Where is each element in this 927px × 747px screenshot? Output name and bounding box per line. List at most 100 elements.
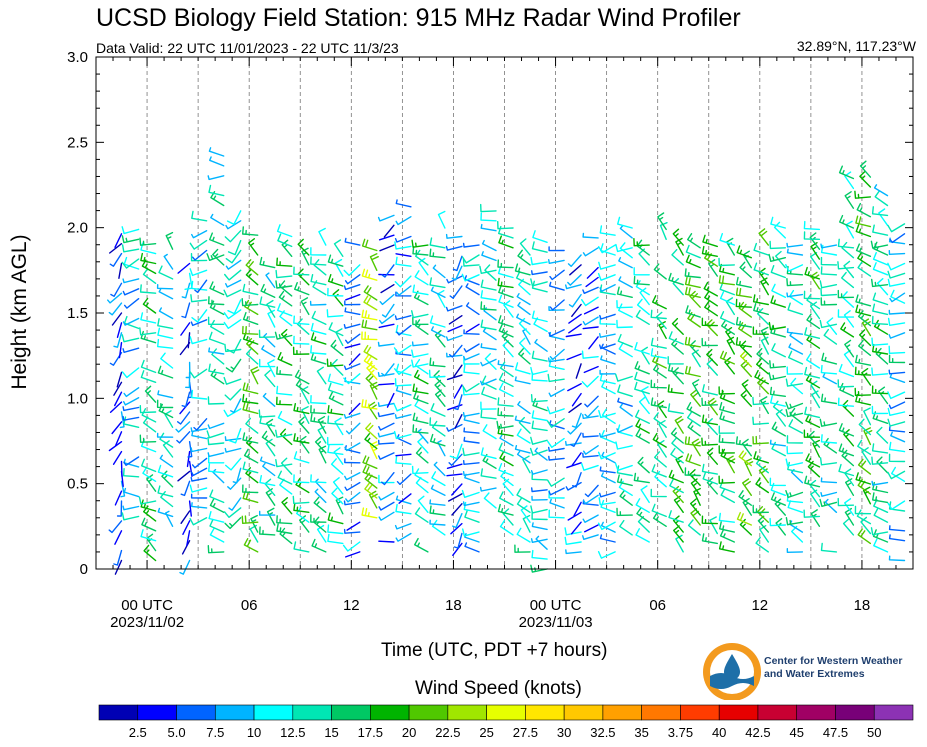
x-tick-date-label: 2023/11/02 <box>110 614 184 631</box>
wind-barb <box>856 509 872 525</box>
wind-barb <box>242 283 259 296</box>
wind-barb <box>653 263 667 280</box>
wind-barb <box>157 318 174 330</box>
wind-barb <box>770 492 786 506</box>
wind-barb <box>122 288 140 296</box>
wind-barb <box>598 410 616 419</box>
wind-barb <box>381 363 395 377</box>
wind-barb <box>810 301 821 320</box>
wind-barb <box>823 437 838 454</box>
wind-barb <box>518 317 531 335</box>
wind-barb <box>706 477 718 495</box>
wind-barb <box>191 389 208 400</box>
wind-barb <box>618 276 633 289</box>
wind-barb <box>208 511 225 523</box>
wind-barb <box>157 464 174 478</box>
wind-barb <box>826 317 838 335</box>
wind-barb <box>547 477 565 487</box>
wind-barb <box>242 461 259 474</box>
wind-barb <box>142 297 157 314</box>
wind-barb <box>379 244 395 252</box>
wind-barb <box>804 266 821 280</box>
wind-barb <box>298 416 310 434</box>
wind-barb <box>582 316 599 326</box>
wind-barb <box>312 280 327 296</box>
colorbar-swatch <box>563 704 604 721</box>
wind-barb <box>888 309 906 315</box>
wind-barb <box>345 422 361 435</box>
wind-barb <box>344 307 361 316</box>
wind-barb <box>687 411 701 427</box>
wind-barb <box>597 451 616 460</box>
wind-barb <box>770 482 786 496</box>
wind-barb <box>181 282 191 299</box>
wind-barb <box>260 283 276 298</box>
wind-barb <box>871 367 889 376</box>
colorbar-swatch <box>641 704 681 721</box>
wind-barb <box>109 243 123 254</box>
wind-barb <box>378 511 395 521</box>
wind-barb <box>378 234 395 241</box>
colorbar-swatch <box>525 704 565 721</box>
wind-barb <box>583 445 599 455</box>
wind-barb <box>429 237 446 249</box>
wind-barb <box>583 306 599 315</box>
wind-barb <box>480 409 497 420</box>
wind-barb <box>600 343 616 355</box>
y-axis-ticks: 0 0.5 1.0 1.5 2.0 2.5 3.0 <box>67 49 913 578</box>
wind-barb <box>617 397 633 407</box>
wind-barb <box>276 515 293 525</box>
wind-barb <box>437 440 446 457</box>
wind-barb <box>294 282 310 296</box>
wind-barb <box>738 301 752 318</box>
wind-barb <box>786 435 804 444</box>
wind-barb <box>871 337 889 346</box>
wind-barb <box>581 350 599 359</box>
wind-barb <box>752 294 769 306</box>
wind-barb <box>480 401 497 410</box>
wind-barb <box>870 240 889 249</box>
wind-barb <box>114 391 123 407</box>
wind-barb <box>855 215 872 228</box>
wind-barb <box>208 147 225 157</box>
wind-barb <box>790 377 804 395</box>
wind-barb <box>451 503 463 516</box>
wind-barb <box>633 238 650 247</box>
wind-barb <box>726 455 736 474</box>
colorbar-swatch <box>680 704 720 721</box>
wind-barb <box>160 352 174 369</box>
wind-barb <box>379 313 395 325</box>
wind-barb <box>597 272 616 281</box>
x-tick-label: 06 <box>649 597 666 614</box>
wind-barb <box>785 409 804 418</box>
wind-barb <box>565 549 582 555</box>
wind-barb <box>259 456 276 467</box>
wind-barb <box>785 458 804 467</box>
wind-barb <box>181 540 191 555</box>
wind-barb <box>635 309 650 325</box>
wind-barb <box>887 262 906 271</box>
wind-barb <box>395 363 412 376</box>
wind-barb <box>362 455 378 469</box>
wind-barb <box>333 447 344 465</box>
wind-barb <box>887 278 906 287</box>
wind-barb <box>571 392 582 407</box>
wind-barb <box>165 510 174 527</box>
x-tick-label: 00 UTC <box>121 597 173 614</box>
wind-barb <box>122 415 140 421</box>
wind-barb <box>267 359 276 378</box>
wind-barb <box>838 463 855 477</box>
wind-barb <box>760 336 769 355</box>
wind-barb <box>445 305 463 312</box>
wind-barb <box>209 232 225 246</box>
wind-barb <box>395 253 412 257</box>
wind-barb <box>412 316 429 326</box>
wind-barb <box>428 369 446 378</box>
wind-barb <box>378 501 395 511</box>
wind-barb <box>838 363 855 378</box>
wind-barb <box>190 427 208 433</box>
wind-barb <box>185 371 191 389</box>
wind-barb <box>530 505 548 514</box>
wind-barb <box>462 447 480 457</box>
wind-barb <box>752 416 769 425</box>
